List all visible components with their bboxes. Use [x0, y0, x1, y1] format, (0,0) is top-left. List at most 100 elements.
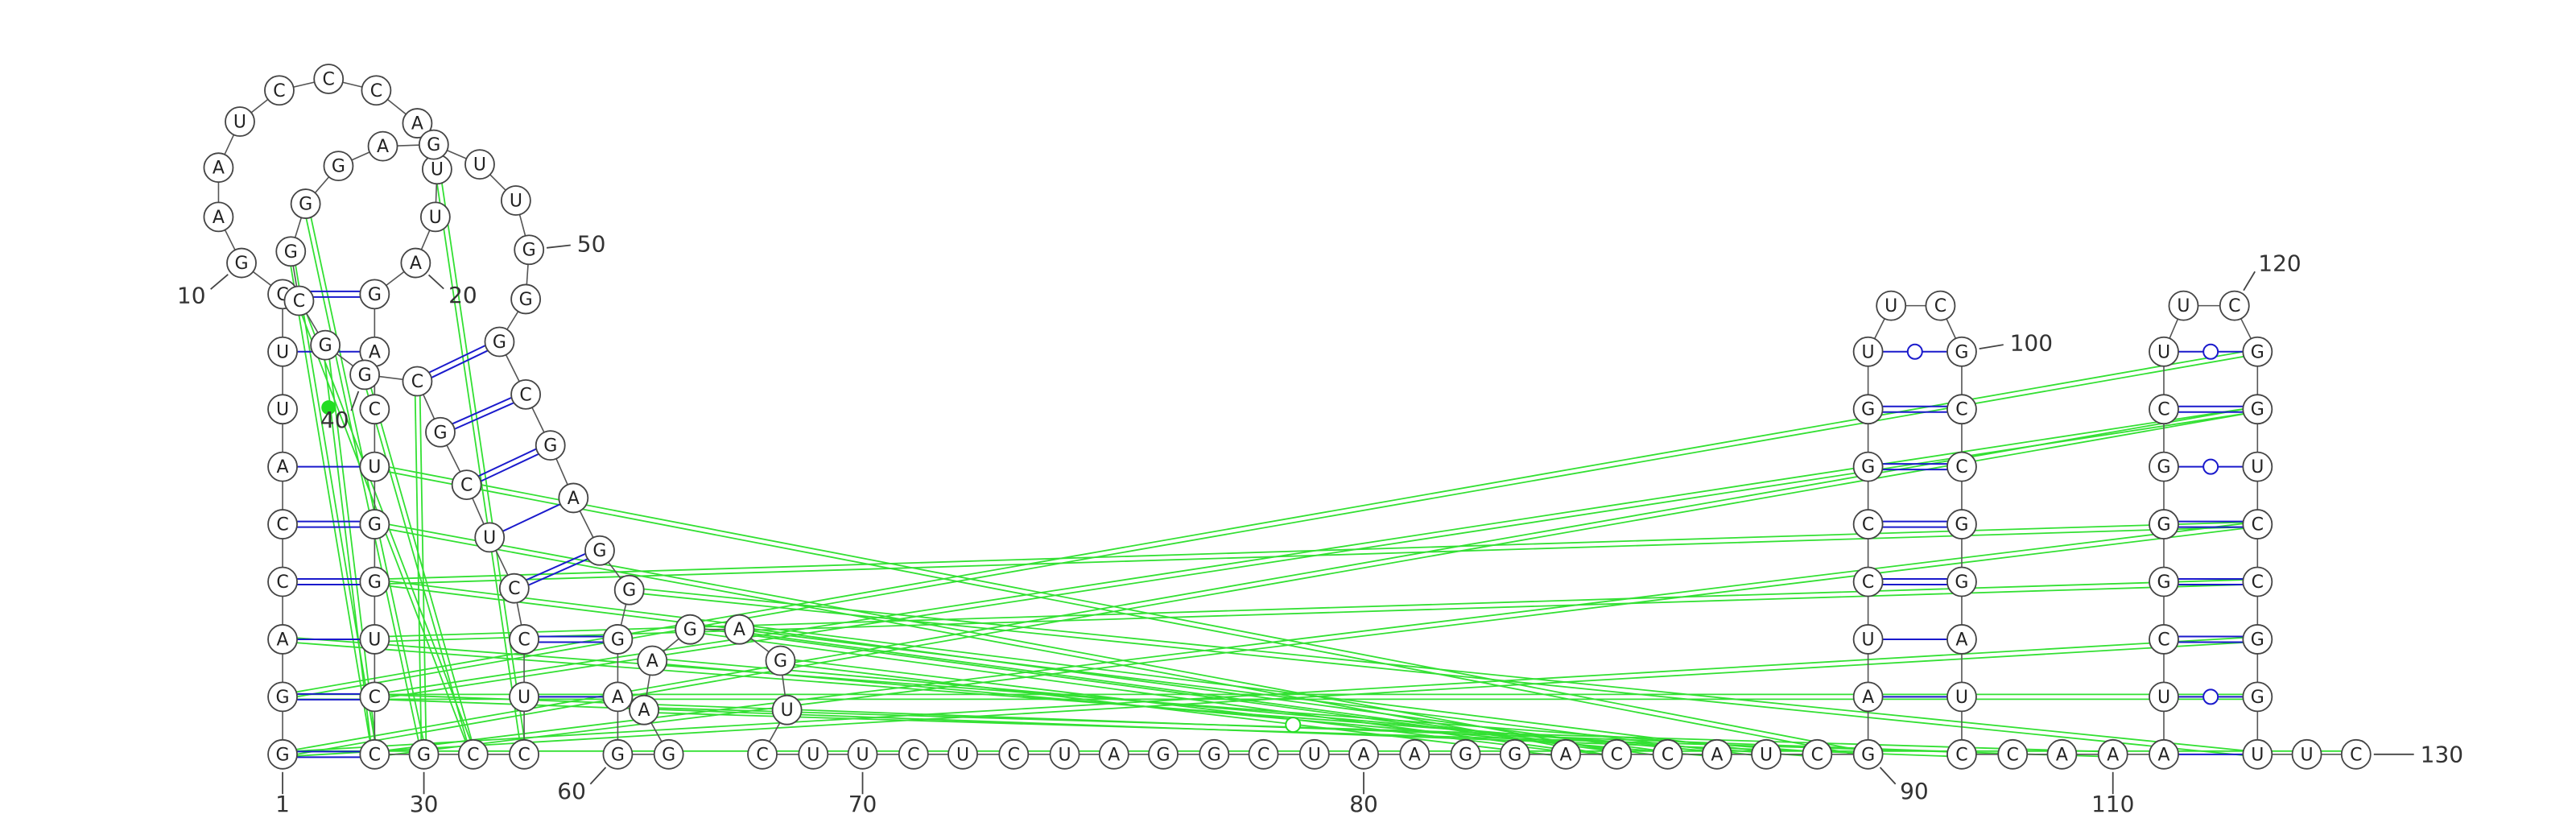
nucleotide: C: [1248, 738, 1279, 770]
position-label: 70: [848, 791, 877, 817]
nucleotide: U: [1946, 681, 1977, 713]
nucleotide: G: [2149, 509, 2179, 539]
nucleotide-letter: U: [276, 400, 289, 420]
nucleotide-circle: [1852, 738, 1884, 770]
nucleotide-circle: [1946, 451, 1977, 482]
nucleotide-letter: U: [429, 208, 442, 228]
nucleotide-letter: A: [1955, 630, 1967, 650]
wobble-pair: [1906, 343, 1923, 360]
nucleotide-letter: C: [1257, 745, 1269, 765]
nucleotide-letter: A: [612, 688, 624, 708]
interaction-line: [366, 374, 477, 754]
nucleotide-letter: G: [543, 436, 557, 457]
nucleotide: G: [584, 535, 615, 566]
position-label: 1: [275, 791, 290, 817]
nucleotide: G: [2242, 394, 2273, 425]
nucleotide-circle: [947, 738, 978, 770]
nucleotide: U: [947, 738, 978, 770]
interaction-line: [287, 251, 374, 755]
nucleotide-circle: [359, 624, 390, 655]
position-label: 60: [557, 778, 586, 804]
nucleotide-letter: G: [319, 336, 332, 356]
nucleotide-letter: A: [213, 208, 225, 228]
nucleotide: U: [1852, 624, 1884, 655]
nucleotide-letter: G: [2157, 515, 2170, 535]
nucleotide: G: [1852, 738, 1884, 770]
nucleotide: U: [474, 522, 506, 553]
nucleotide-circle: [1802, 738, 1833, 770]
nucleotide-letter: A: [410, 254, 422, 274]
nucleotide: C: [2242, 566, 2273, 597]
nucleotide-circle: [1852, 624, 1884, 655]
nucleotide-circle: [267, 681, 298, 713]
nucleotide-letter: A: [1409, 745, 1421, 765]
nucleotide: U: [500, 185, 531, 216]
nucleotide-circle: [1925, 290, 1956, 321]
interaction-line: [374, 521, 1618, 753]
nucleotide-circle: [629, 694, 659, 725]
nucleotide-letter: C: [1955, 400, 1967, 420]
nucleotide: A: [267, 451, 298, 482]
nucleotide: A: [2097, 738, 2128, 770]
nucleotide-circle: [798, 738, 829, 770]
nucleotide-circle: [1298, 738, 1330, 770]
nucleotide-circle: [747, 738, 778, 770]
nucleotide-letter: A: [1711, 745, 1723, 765]
nucleotide-letter: C: [1008, 745, 1020, 765]
nucleotide-circle: [1852, 394, 1884, 425]
nucleotide-letter: C: [518, 745, 530, 765]
nucleotide: C: [267, 509, 298, 539]
nucleotide-circle: [771, 694, 803, 725]
nucleotide-circle: [2046, 738, 2078, 770]
nucleotide: C: [2242, 509, 2273, 539]
nucleotide: C: [2219, 290, 2250, 321]
interaction-line: [374, 468, 1868, 758]
nucleotide: G: [408, 738, 440, 770]
nucleotide-letter: C: [508, 579, 520, 599]
nucleotide-circle: [1852, 566, 1884, 597]
nucleotide: C: [2149, 394, 2179, 425]
nucleotide-circle: [2149, 738, 2179, 770]
base-pair: [514, 552, 601, 592]
nucleotide: U: [1298, 738, 1330, 770]
nucleotide: C: [1946, 738, 1977, 770]
nucleotide-letter: G: [234, 254, 248, 274]
nucleotide: U: [2149, 336, 2179, 367]
nucleotide-circle: [510, 283, 542, 315]
nucleotide: C: [747, 738, 778, 770]
nucleotide-circle: [402, 108, 433, 138]
nucleotide: G: [425, 416, 456, 448]
nucleotide-letter: C: [756, 745, 768, 765]
nucleotide-letter: A: [411, 114, 423, 134]
base-pair: [440, 396, 527, 436]
nucleotide-letter: G: [611, 745, 625, 765]
nucleotide: U: [464, 149, 495, 180]
nucleotide-circle: [2097, 738, 2128, 770]
nucleotide: G: [1946, 566, 1977, 597]
nucleotide-letter: U: [856, 745, 869, 765]
nucleotide-circle: [359, 509, 390, 539]
nucleotide: G: [514, 234, 545, 266]
nucleotide-letter: A: [377, 137, 389, 157]
nucleotide-circle: [2168, 290, 2199, 321]
nucleotide: G: [359, 279, 390, 310]
nucleotide-circle: [1199, 738, 1230, 770]
nucleotide-circle: [1751, 738, 1781, 770]
nucleotide-circle: [1946, 681, 1977, 713]
nucleotide: A: [367, 130, 398, 162]
nucleotide-letter: U: [2157, 342, 2170, 362]
nucleotide: G: [1946, 509, 1977, 539]
nucleotide: C: [359, 681, 390, 713]
nucleotide: A: [402, 108, 433, 138]
nucleotide-letter: C: [1862, 573, 1874, 593]
nucleotide-circle: [498, 573, 530, 604]
nucleotide: G: [349, 359, 381, 391]
nucleotide-letter: A: [213, 159, 225, 179]
nucleotide: U: [2242, 451, 2273, 482]
nucleotide-letter: U: [510, 192, 522, 212]
nucleotide-letter: U: [956, 745, 969, 765]
interaction-line: [361, 374, 472, 755]
position-label: 130: [2421, 741, 2463, 767]
position-label: 30: [410, 791, 439, 817]
